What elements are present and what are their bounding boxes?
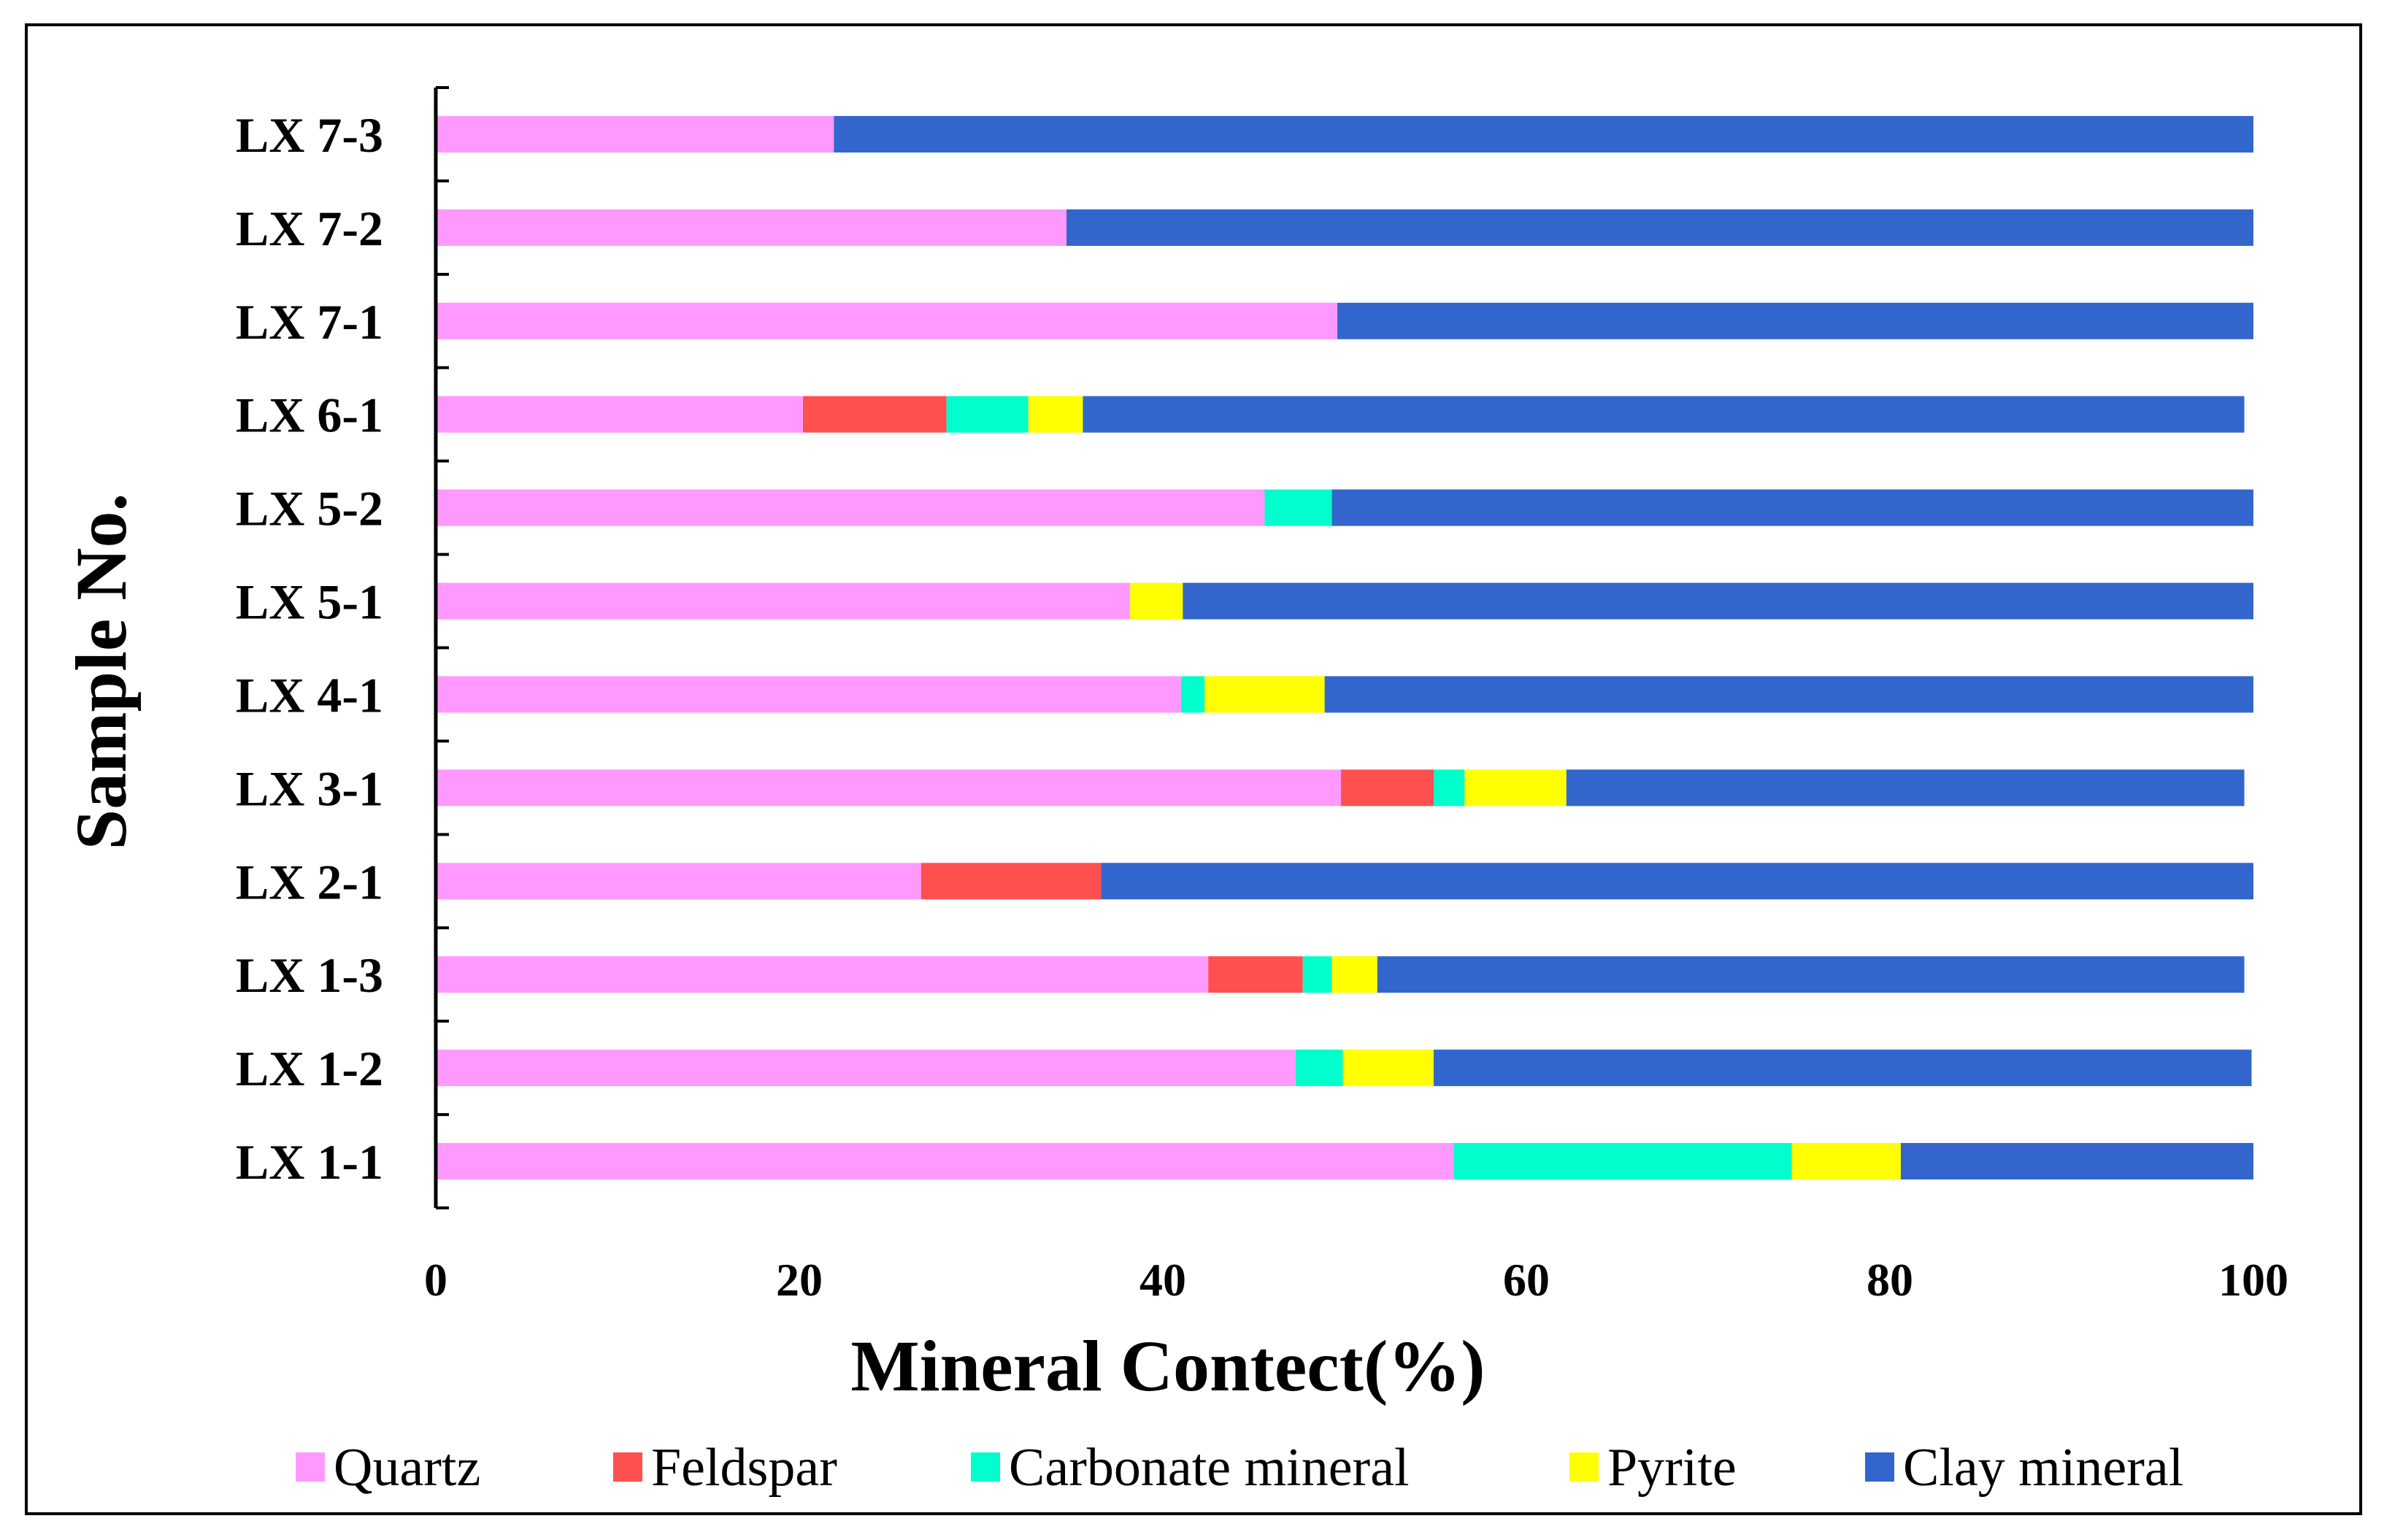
legend-swatch	[613, 1452, 642, 1482]
bar-pyrite-lx-4-1	[1204, 676, 1325, 713]
bar-quartz-lx-5-1	[436, 582, 1131, 620]
ticks-layer	[436, 86, 449, 1209]
x-axis-title: Mineral Contect(%)	[850, 1325, 1485, 1406]
y-tick-label: LX 2-1	[236, 854, 383, 909]
bar-carbonate-mineral-lx-5-2	[1264, 489, 1332, 526]
bar-quartz-lx-3-1	[436, 769, 1342, 806]
y-tick-label: LX 1-2	[236, 1041, 383, 1096]
y-tick-label: LX 4-1	[236, 667, 383, 723]
x-tick-label: 100	[2218, 1254, 2288, 1306]
bar-clay-mineral-lx-1-3	[1377, 956, 2245, 993]
labels-layer: LX 1-1 LX 1-2 LX 1-3 LX 2-1 LX 3-1 LX 4-1 LX 5…	[236, 107, 2288, 1306]
legend-item-carbonate-mineral: Carbonate mineral	[971, 1438, 1410, 1498]
bar-carbonate-mineral-lx-1-2	[1295, 1050, 1343, 1087]
bar-pyrite-lx-1-3	[1331, 956, 1377, 993]
bar-pyrite-lx-5-1	[1130, 582, 1183, 620]
legend-item-quartz: Quartz	[296, 1438, 480, 1498]
bar-pyrite-lx-1-1	[1791, 1143, 1901, 1180]
x-tick-label: 40	[1139, 1254, 1186, 1306]
bar-quartz-lx-1-3	[436, 956, 1209, 993]
bar-clay-mineral-lx-3-1	[1566, 769, 2245, 806]
bar-feldspar-lx-3-1	[1341, 769, 1434, 806]
bar-quartz-lx-4-1	[436, 676, 1181, 713]
legend-swatch	[1865, 1452, 1894, 1482]
bar-clay-mineral-lx-1-1	[1900, 1143, 2253, 1180]
y-axis-title: Sample No.	[61, 493, 142, 850]
y-tick-label: LX 7-3	[236, 107, 383, 163]
bar-carbonate-mineral-lx-6-1	[946, 396, 1029, 433]
bar-quartz-lx-2-1	[436, 863, 921, 900]
bar-quartz-lx-1-1	[436, 1143, 1454, 1180]
bar-clay-mineral-lx-6-1	[1083, 396, 2245, 433]
bar-quartz-lx-1-2	[436, 1050, 1296, 1087]
bar-carbonate-mineral-lx-1-1	[1453, 1143, 1792, 1180]
bar-feldspar-lx-6-1	[802, 396, 947, 433]
legend-item-feldspar: Feldspar	[613, 1438, 837, 1498]
bars-layer	[436, 115, 2253, 1180]
bar-pyrite-lx-6-1	[1028, 396, 1083, 433]
bar-carbonate-mineral-lx-3-1	[1434, 769, 1465, 806]
bar-pyrite-lx-1-2	[1342, 1050, 1434, 1087]
bar-clay-mineral-lx-7-2	[1066, 209, 2253, 246]
legend-label: Feldspar	[651, 1438, 837, 1498]
legend-label: Clay mineral	[1903, 1438, 2183, 1498]
legend-swatch	[296, 1452, 325, 1482]
legend-label: Carbonate mineral	[1009, 1438, 1410, 1498]
legend: Quartz Feldspar Carbonate mineral Pyrite Cla…	[296, 1438, 2183, 1498]
bar-clay-mineral-lx-5-1	[1183, 582, 2253, 620]
legend-label: Pyrite	[1607, 1438, 1737, 1498]
x-tick-label: 60	[1503, 1254, 1550, 1306]
bar-carbonate-mineral-lx-1-3	[1302, 956, 1332, 993]
bar-carbonate-mineral-lx-4-1	[1180, 676, 1205, 713]
bar-quartz-lx-7-2	[436, 209, 1067, 246]
y-tick-label: LX 1-3	[236, 947, 383, 1003]
y-tick-label: LX 7-2	[236, 201, 383, 256]
y-tick-label: LX 7-1	[236, 294, 383, 350]
bar-clay-mineral-lx-2-1	[1101, 863, 2253, 900]
bar-feldspar-lx-1-3	[1208, 956, 1303, 993]
y-tick-label: LX 3-1	[236, 761, 383, 816]
y-tick-label: LX 5-1	[236, 574, 383, 630]
bar-clay-mineral-lx-7-1	[1337, 302, 2253, 339]
bar-pyrite-lx-3-1	[1464, 769, 1567, 806]
legend-label: Quartz	[334, 1438, 480, 1498]
y-tick-label: LX 1-1	[236, 1134, 383, 1190]
y-tick-label: LX 5-2	[236, 481, 383, 536]
legend-swatch	[971, 1452, 1000, 1482]
bar-clay-mineral-lx-4-1	[1324, 676, 2253, 713]
legend-item-clay-mineral: Clay mineral	[1865, 1438, 2183, 1498]
bar-quartz-lx-7-1	[436, 302, 1338, 339]
bar-clay-mineral-lx-7-3	[834, 115, 2253, 153]
x-tick-label: 20	[776, 1254, 823, 1306]
legend-swatch	[1569, 1452, 1599, 1482]
x-tick-label: 0	[424, 1254, 447, 1306]
bar-quartz-lx-5-2	[436, 489, 1265, 526]
bar-quartz-lx-7-3	[436, 115, 834, 153]
y-tick-label: LX 6-1	[236, 388, 383, 443]
legend-item-pyrite: Pyrite	[1569, 1438, 1737, 1498]
chart-frame	[25, 23, 2362, 1515]
bar-feldspar-lx-2-1	[920, 863, 1102, 900]
x-tick-label: 80	[1867, 1254, 1913, 1306]
bar-clay-mineral-lx-5-2	[1331, 489, 2253, 526]
bar-quartz-lx-6-1	[436, 396, 803, 433]
bar-clay-mineral-lx-1-2	[1434, 1050, 2252, 1087]
